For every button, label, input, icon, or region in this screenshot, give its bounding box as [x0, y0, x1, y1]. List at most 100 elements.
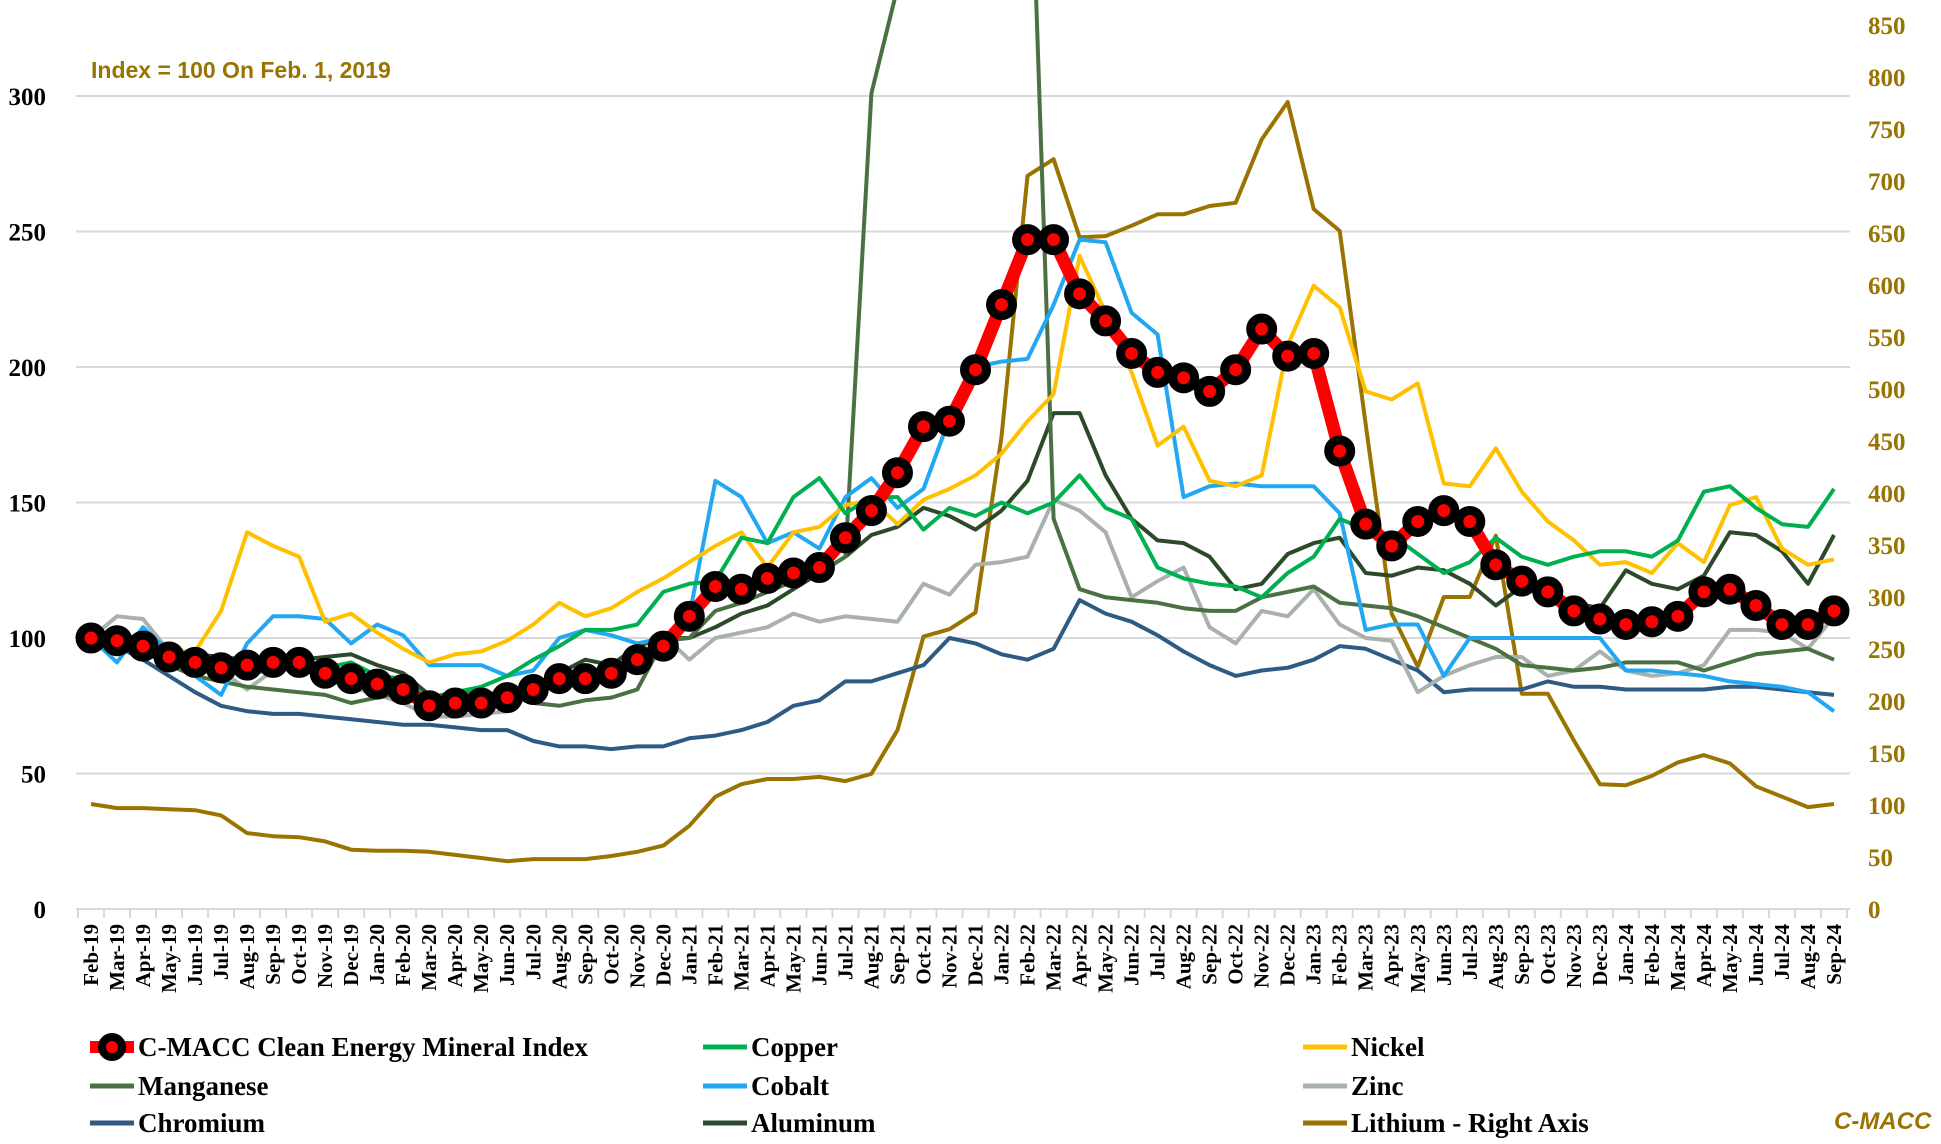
index-marker	[1662, 600, 1694, 632]
index-marker	[543, 663, 575, 695]
x-axis-tick-label: Jan-24	[1614, 924, 1638, 985]
index-marker	[439, 687, 471, 719]
right-axis-tick-label: 800	[1868, 65, 1906, 92]
series-chromium	[90, 598, 1835, 752]
legend-item: Zinc	[1303, 1071, 1404, 1101]
index-marker	[1064, 278, 1096, 310]
right-axis-tick-label: 750	[1868, 117, 1906, 144]
series-lithium-right-axis	[90, 100, 1835, 864]
x-axis-tick-label: Nov-20	[625, 924, 649, 988]
index-marker	[75, 622, 107, 654]
index-annotation: Index = 100 On Feb. 1, 2019	[91, 57, 391, 83]
gridlines	[76, 95, 1850, 775]
index-marker	[699, 571, 731, 603]
index-line	[90, 233, 1838, 713]
index-marker	[1168, 362, 1200, 394]
right-axis-tick-label: 350	[1868, 533, 1906, 560]
x-axis-tick-label: Mar-23	[1354, 924, 1378, 991]
x-axis-tick-label: Sep-22	[1198, 924, 1222, 985]
left-axis-tick-label: 250	[9, 220, 47, 247]
legend-item: Manganese	[90, 1071, 269, 1101]
right-axis-tick-label: 550	[1868, 325, 1906, 352]
legend-item: C-MACC Clean Energy Mineral Index	[90, 1032, 588, 1062]
x-axis-tick-label: Feb-19	[79, 924, 103, 986]
index-marker	[881, 457, 913, 489]
index-marker	[1532, 576, 1564, 608]
index-marker	[1766, 608, 1798, 640]
legend-item: Cobalt	[703, 1071, 829, 1101]
index-marker	[1428, 495, 1460, 527]
index-marker	[1454, 505, 1486, 537]
series-line	[90, 598, 1835, 752]
x-axis-tick-label: Oct-20	[599, 924, 623, 985]
index-marker	[335, 663, 367, 695]
x-axis-tick-label: Sep-24	[1822, 924, 1846, 985]
x-axis-tick-label: May-23	[1406, 924, 1430, 993]
index-marker	[1220, 354, 1252, 386]
index-marker	[1142, 356, 1174, 388]
index-marker	[1792, 608, 1824, 640]
left-axis-ticks: 0 50 100 150 200 250 300	[9, 84, 47, 924]
x-axis-tick-label: Mar-20	[417, 924, 441, 991]
x-axis-tick-label: Apr-23	[1380, 924, 1404, 987]
series-line	[90, 253, 1835, 665]
index-marker	[127, 630, 159, 662]
index-marker	[1714, 573, 1746, 605]
x-axis-tick-label: Jan-21	[677, 924, 701, 985]
x-axis-tick-label: Apr-22	[1068, 924, 1092, 987]
index-marker	[855, 495, 887, 527]
right-axis-tick-label: 400	[1868, 481, 1906, 508]
x-axis-tick-label: Oct-23	[1536, 924, 1560, 985]
x-axis-tick-label: Jul-20	[521, 924, 545, 980]
left-axis-tick-label: 100	[9, 626, 47, 653]
legend-item: Copper	[703, 1032, 838, 1062]
x-axis-tick-label: Jun-19	[183, 924, 207, 986]
right-axis-tick-label: 100	[1868, 793, 1906, 820]
right-axis-tick-label: 700	[1868, 169, 1906, 196]
series-nickel	[90, 253, 1835, 665]
index-marker	[1740, 589, 1772, 621]
x-axis-tick-label: Apr-20	[443, 924, 467, 987]
left-axis-tick-label: 50	[21, 762, 46, 789]
x-axis-tick-label: Oct-21	[911, 924, 935, 985]
legend-item: Nickel	[1303, 1032, 1425, 1062]
x-axis-tick-label: Sep-23	[1510, 924, 1534, 985]
index-marker	[829, 522, 861, 554]
x-axis-tick-label: Dec-21	[964, 924, 988, 986]
x-axis-tick-label: Jan-23	[1302, 924, 1326, 985]
index-marker	[387, 673, 419, 705]
index-marker	[1350, 508, 1382, 540]
index-marker	[1116, 337, 1148, 369]
index-marker	[647, 630, 679, 662]
right-axis-tick-label: 50	[1868, 845, 1893, 872]
index-marker	[517, 673, 549, 705]
x-axis-tick-label: Aug-22	[1172, 924, 1196, 989]
legend-swatch-marker	[98, 1033, 126, 1061]
x-axis-tick-label: Apr-21	[755, 924, 779, 987]
left-axis-tick-label: 150	[9, 491, 47, 518]
index-marker	[1090, 305, 1122, 337]
x-axis-tick-label: Mar-22	[1042, 924, 1066, 991]
index-marker	[1324, 435, 1356, 467]
index-marker	[205, 652, 237, 684]
right-axis-tick-label: 0	[1868, 897, 1881, 924]
index-marker	[725, 573, 757, 605]
index-marker	[960, 354, 992, 386]
x-axis-tick-label: Jul-24	[1770, 924, 1794, 981]
x-axis-tick-label: Sep-20	[573, 924, 597, 985]
index-marker	[621, 644, 653, 676]
legend-label: Manganese	[138, 1071, 269, 1101]
legend-item: Chromium	[90, 1108, 266, 1138]
right-axis-tick-label: 850	[1868, 13, 1906, 40]
index-marker	[751, 562, 783, 594]
right-axis-tick-label: 600	[1868, 273, 1906, 300]
index-marker	[1038, 224, 1070, 256]
x-axis-tick-label: Nov-23	[1562, 924, 1586, 988]
x-axis-tick-label: Nov-22	[1250, 924, 1274, 988]
index-marker	[1012, 224, 1044, 256]
index-marker	[257, 646, 289, 678]
x-axis-tick-label: Jul-19	[209, 924, 233, 980]
x-axis-tick-label: Nov-19	[313, 924, 337, 988]
x-axis-tick-label: Aug-24	[1796, 924, 1820, 990]
